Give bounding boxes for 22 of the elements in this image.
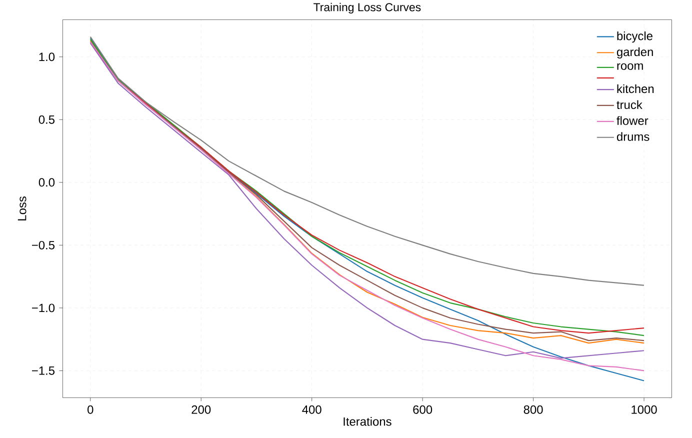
y-tick-label: −0.5 <box>32 240 55 250</box>
y-tick-label: 0.5 <box>38 115 55 124</box>
legend-label: garden <box>616 47 653 59</box>
x-tick-label: 400 <box>302 405 322 414</box>
x-tick-label: 0 <box>88 405 94 414</box>
legend-label: drums <box>616 132 650 141</box>
legend-label: room <box>617 63 643 70</box>
y-tick-label: −1.5 <box>32 366 55 375</box>
legend-label: bicycle <box>617 31 652 43</box>
legend-label: kitchen <box>617 84 654 94</box>
x-tick-label: 600 <box>413 405 432 414</box>
y-tick-label: −1.0 <box>32 304 55 312</box>
legend-label: truck <box>616 100 642 110</box>
y-axis-title: Loss <box>18 196 26 220</box>
y-tick-label: 0.0 <box>38 178 55 187</box>
y-tick-label: 1.0 <box>39 52 55 62</box>
x-tick-label: 200 <box>192 405 211 414</box>
x-tick-label: 800 <box>524 405 543 414</box>
legend-label: flower <box>616 116 648 125</box>
x-axis-title: Iterations <box>344 417 392 426</box>
chart-title: Training Loss Curves <box>314 2 421 14</box>
x-tick-label: 1000 <box>632 405 657 414</box>
